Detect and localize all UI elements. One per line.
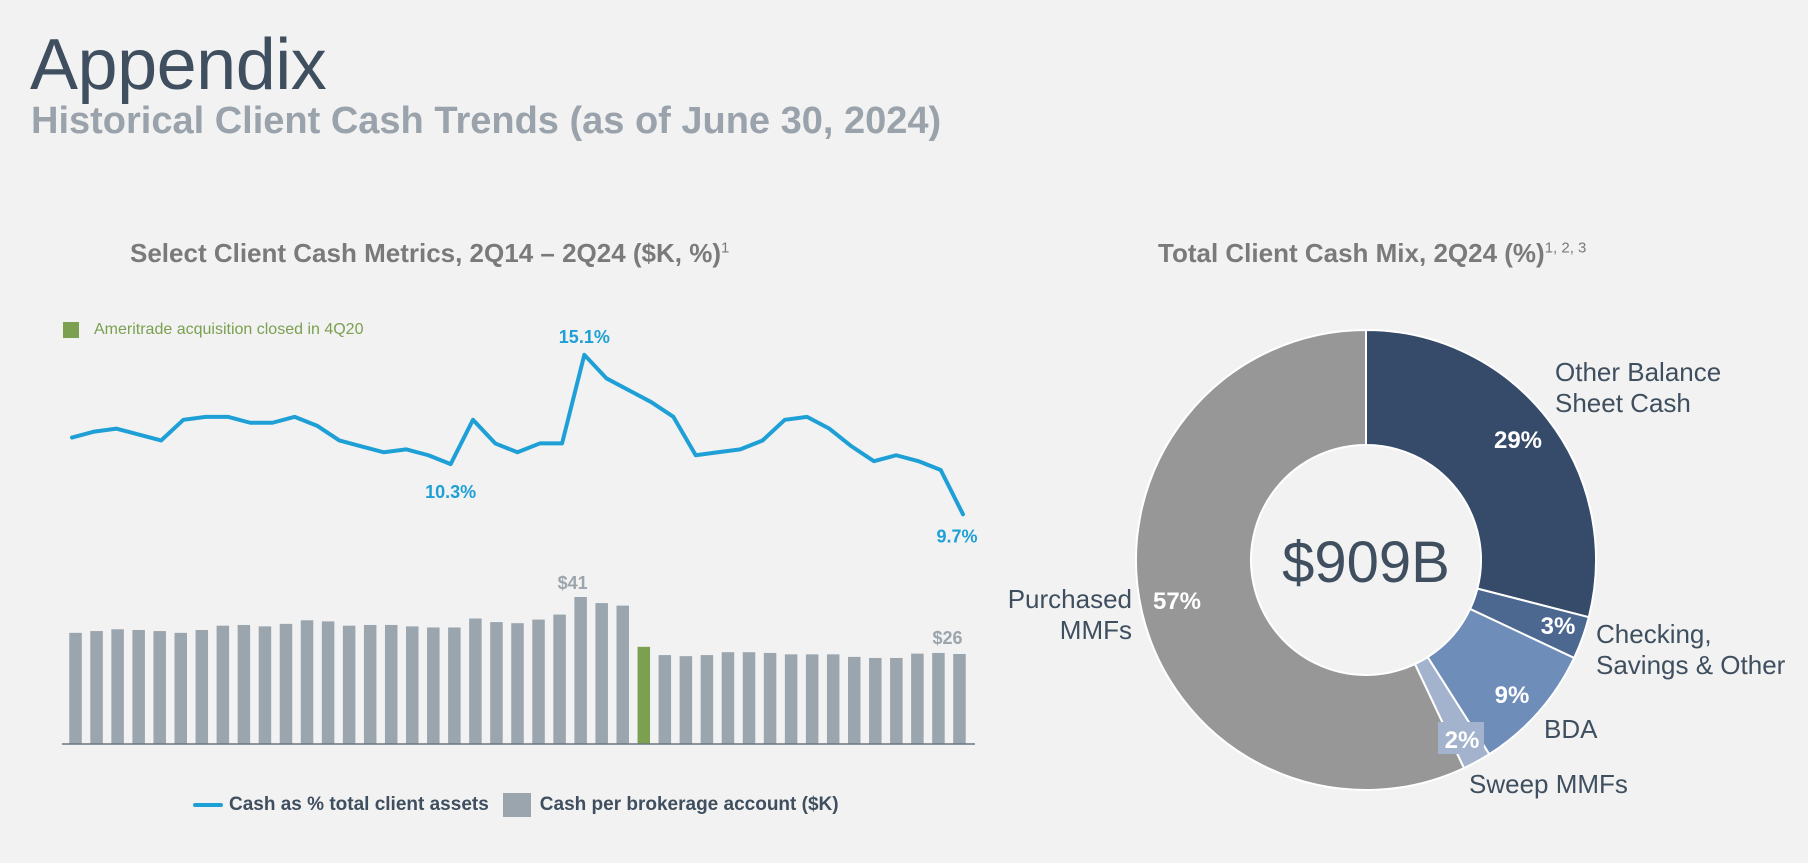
donut-pct-label-0: 29% [1494,427,1542,454]
cash-per-account-bar-11 [300,620,314,744]
cash-per-account-bar-7 [216,625,230,744]
cash-per-account-bar-30 [700,655,714,744]
cash-per-account-bar-8 [237,624,251,744]
cash-per-account-bar-41 [932,652,945,744]
cash-per-account-bar-18 [448,627,461,744]
cash-per-account-bar-24 [574,597,587,744]
cash-per-account-bar-21 [511,623,524,744]
cash-per-account-bar-32 [742,652,756,744]
cash-per-account-bar-15 [384,624,398,744]
acquisition-annotation: Ameritrade acquisition closed in 4Q20 [63,321,363,339]
donut-slice-0 [1365,328,1597,619]
donut-center-total: $909B [1282,530,1450,595]
page-title: Appendix [30,25,327,105]
sweep-pct-box [1438,722,1484,754]
cash-per-account-bar-16 [406,626,419,744]
cash-per-account-bar-20 [490,622,503,744]
cash-per-account-bar-25 [595,603,608,744]
donut-slice-name-4: Purchased MMFs [1008,584,1132,645]
cash-per-account-bar-22 [532,619,545,744]
cash-per-account-bar-10 [279,623,293,744]
cash-per-account-bar-37 [847,656,861,744]
cash-per-account-bar-0 [69,632,82,744]
cash-per-account-bar-38 [869,657,882,744]
cash-per-account-bar-40 [911,653,924,744]
bar-peak-label: $41 [558,573,588,593]
cash-per-account-bar-31 [721,652,735,744]
donut-pct-label-1: 3% [1541,613,1576,640]
cash-per-account-bar-14 [363,624,377,744]
cash-pct-line [70,352,965,517]
cash-per-account-bar-42 [953,654,966,744]
donut-slice-name-1: Checking, Savings & Other [1596,619,1786,680]
donut-slice-name-0: Other Balance Sheet Cash [1555,357,1721,418]
cash-per-account-bar-29 [679,656,693,744]
cash-per-account-bar-17 [427,627,440,744]
cash-per-account-bar-27 [637,646,651,744]
donut-pct-label-4: 57% [1153,588,1201,615]
annotation-text: Ameritrade acquisition closed in 4Q20 [94,321,364,338]
cash-per-account-bar-23 [553,614,566,744]
cash-per-account-bar-2 [111,629,124,744]
legend-bar-swatch [502,793,531,817]
cash-per-account-bar-12 [321,621,335,744]
donut-pct-label-2: 9% [1495,682,1530,709]
bar-last-label: $26 [932,628,962,648]
cash-per-account-bar-3 [132,629,145,744]
cash-per-account-bar-28 [658,655,672,744]
legend-bar-label: Cash per brokerage account ($K) [539,794,839,815]
cash-per-account-bar-26 [616,605,629,744]
cash-per-account-bar-33 [763,652,777,744]
legend-line-swatch [193,803,223,807]
cash-per-account-bar-39 [890,657,903,744]
line-last-label: 9.7% [936,526,977,546]
line-peak-label: 15.1% [559,327,610,347]
cash-per-account-bar-13 [342,625,356,744]
cash-per-account-bar-6 [195,629,209,744]
legend-line-label: Cash as % total client assets [229,794,489,815]
cash-per-account-bar-19 [469,618,482,744]
donut-pct-label-3: 2% [1445,727,1480,754]
cash-per-account-bar-34 [784,654,798,744]
donut-slice-name-3: Sweep MMFs [1469,769,1628,799]
cash-per-account-bar-35 [805,654,819,744]
cash-per-account-bar-1 [90,631,103,744]
page-subtitle: Historical Client Cash Trends (as of Jun… [31,100,942,142]
annotation-swatch [63,322,79,338]
cash-per-account-bar-36 [826,654,840,744]
cash-per-account-bar-9 [258,626,272,744]
cash-per-account-bar-5 [174,632,188,744]
line-min-label: 10.3% [425,482,476,502]
donut-slice-name-2: BDA [1544,714,1598,744]
donut-slice-4 [1135,328,1466,791]
chart-legend: Cash as % total client assets Cash per b… [193,793,839,817]
right-chart-title: Total Client Cash Mix, 2Q24 (%)1, 2, 3 [1158,238,1587,268]
left-chart-title: Select Client Cash Metrics, 2Q14 – 2Q24 … [130,238,730,268]
cash-per-account-bar-4 [153,631,166,744]
